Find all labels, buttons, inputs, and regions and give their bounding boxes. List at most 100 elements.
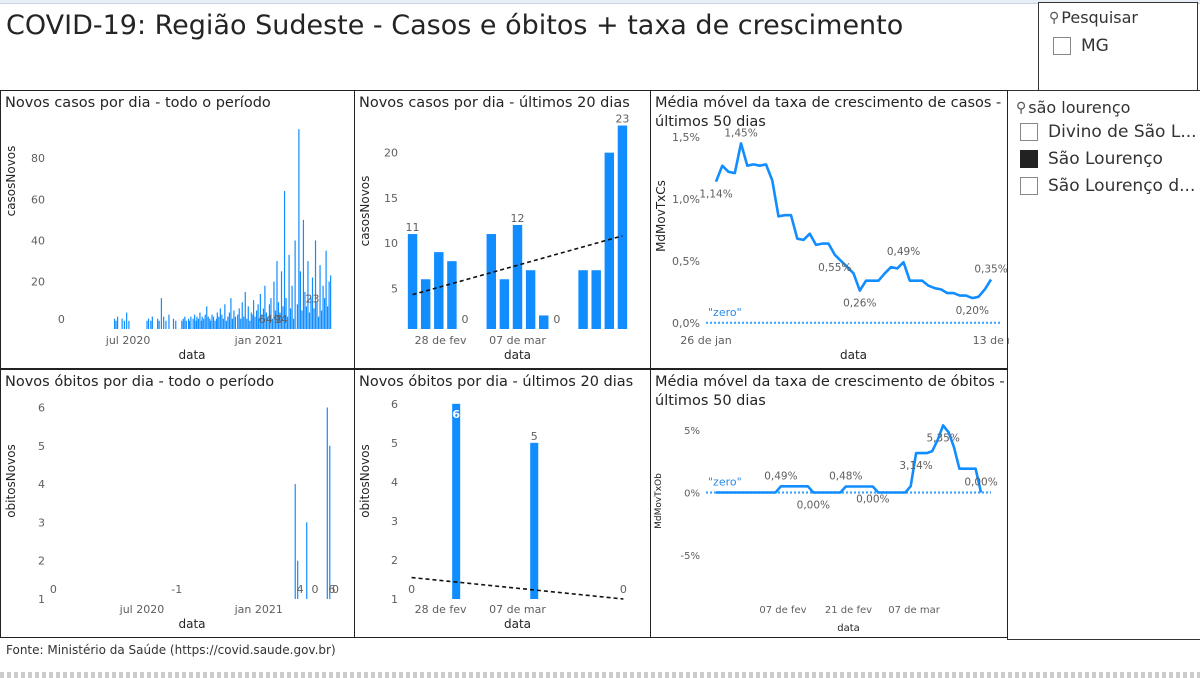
bar [214,320,216,329]
chart-title-line: últimos 50 dias [655,114,766,130]
bar [291,285,293,329]
bar [314,240,317,329]
bar [175,320,177,329]
x-tick-label: 07 de mar [888,605,940,616]
checkbox[interactable] [1020,122,1038,141]
bar [182,318,184,329]
bar [330,275,332,329]
slicer-option-divino[interactable]: Divino de São L... [1020,119,1198,144]
bar [591,270,601,329]
chart-deaths-growth-rate[interactable]: Média móvel da taxa de crescimento de ób… [650,369,1008,638]
bar [190,316,192,329]
checkbox[interactable] [1020,176,1038,195]
bottom-border [0,672,1200,678]
chart-title: Novos casos por dia - todo o período [5,95,271,111]
bar [320,310,323,329]
chart-deaths-all-period[interactable]: Novos óbitos por dia - todo o período ob… [0,369,356,638]
bar [499,279,510,329]
checkbox-checked[interactable] [1020,149,1038,168]
data-label: 0 [332,583,339,596]
bar [237,314,239,329]
bar [288,254,290,329]
y-axis-label: casosNovos [358,176,372,247]
bar [146,320,148,329]
city-search-box[interactable]: ⚲ são lourenço [1016,98,1130,117]
bar [301,310,303,329]
bar [310,298,312,329]
x-tick-label: jul 2020 [105,334,151,347]
trend-line [412,235,623,296]
bar [197,318,200,329]
x-tick-label: 21 de fev [825,605,872,616]
bar [297,560,299,599]
chart-deaths-20-days[interactable]: Novos óbitos por dia - últimos 20 dias o… [354,369,652,638]
bar [188,320,190,329]
data-label: 23 [306,293,320,306]
chart-cases-20-days[interactable]: Novos casos por dia - últimos 20 dias ca… [354,90,652,369]
bar [328,281,330,329]
y-axis-label: MdMovTxCs [654,180,668,252]
y-tick-label: 80 [31,152,45,165]
data-label: 1,45% [724,127,757,139]
chart-cases-all-period[interactable]: Novos casos por dia - todo o período cas… [0,90,356,369]
state-search-placeholder: Pesquisar [1061,8,1138,27]
bar [165,320,167,329]
state-slicer[interactable]: ⚲ Pesquisar MG [1038,2,1198,92]
slicer-option-sao-lourenco-d[interactable]: São Lourenço d... [1020,173,1198,198]
bar [184,316,186,329]
bar [316,302,318,329]
bar [222,318,224,329]
x-tick-label: jan 2021 [234,603,283,616]
y-tick-label: 20 [31,276,45,289]
x-tick-label: 07 de mar [489,603,546,616]
y-axis-label: obitosNovos [4,444,18,518]
state-search-box[interactable]: ⚲ Pesquisar [1049,8,1138,27]
bar [212,316,215,329]
bar [604,152,615,329]
bar [172,318,175,329]
bar [157,318,159,329]
bar [259,293,261,329]
x-tick-label: 28 de fev [415,603,467,616]
y-tick-label: 2 [38,555,45,568]
x-axis-label: data [504,617,531,631]
x-axis-label: data [840,348,867,362]
bar [252,300,255,329]
bar [116,316,119,329]
bar [192,318,194,329]
bar [252,314,254,329]
bar [151,316,153,329]
bar [228,312,230,329]
bar [247,306,249,329]
slicer-option-mg[interactable]: MG [1053,33,1109,58]
bar [241,302,243,329]
bar [279,312,281,329]
bar [271,318,274,329]
bar [261,314,263,329]
city-slicer[interactable]: ⚲ são lourenço Divino de São L... São Lo… [1007,90,1200,640]
slicer-option-sao-lourenco[interactable]: São Lourenço [1020,146,1198,171]
chart-cases-growth-rate[interactable]: Média móvel da taxa de crescimento de ca… [650,90,1009,369]
bar [126,312,128,329]
bar [234,316,237,329]
chart-svg: MdMovTxCs data 26 de jan 13 de mar 0,0% 0,5% 1… [654,127,1009,362]
bar [230,298,232,329]
bar [270,298,272,329]
data-label: 12 [511,212,525,225]
bar [113,318,116,329]
data-label: 0,48% [829,470,862,482]
slicer-option-label: São Lourenço d... [1048,175,1196,196]
bar [264,285,266,329]
bar [209,320,212,329]
checkbox[interactable] [1053,36,1071,55]
bar [286,316,289,329]
y-tick-label: 6 [391,398,398,411]
x-tick-label: 07 de fev [759,605,806,616]
bar [150,320,152,329]
city-search-value[interactable]: são lourenço [1028,98,1131,117]
bar [209,318,211,329]
bar [215,318,218,329]
bar [285,298,287,329]
data-label: 5,35% [926,432,959,444]
